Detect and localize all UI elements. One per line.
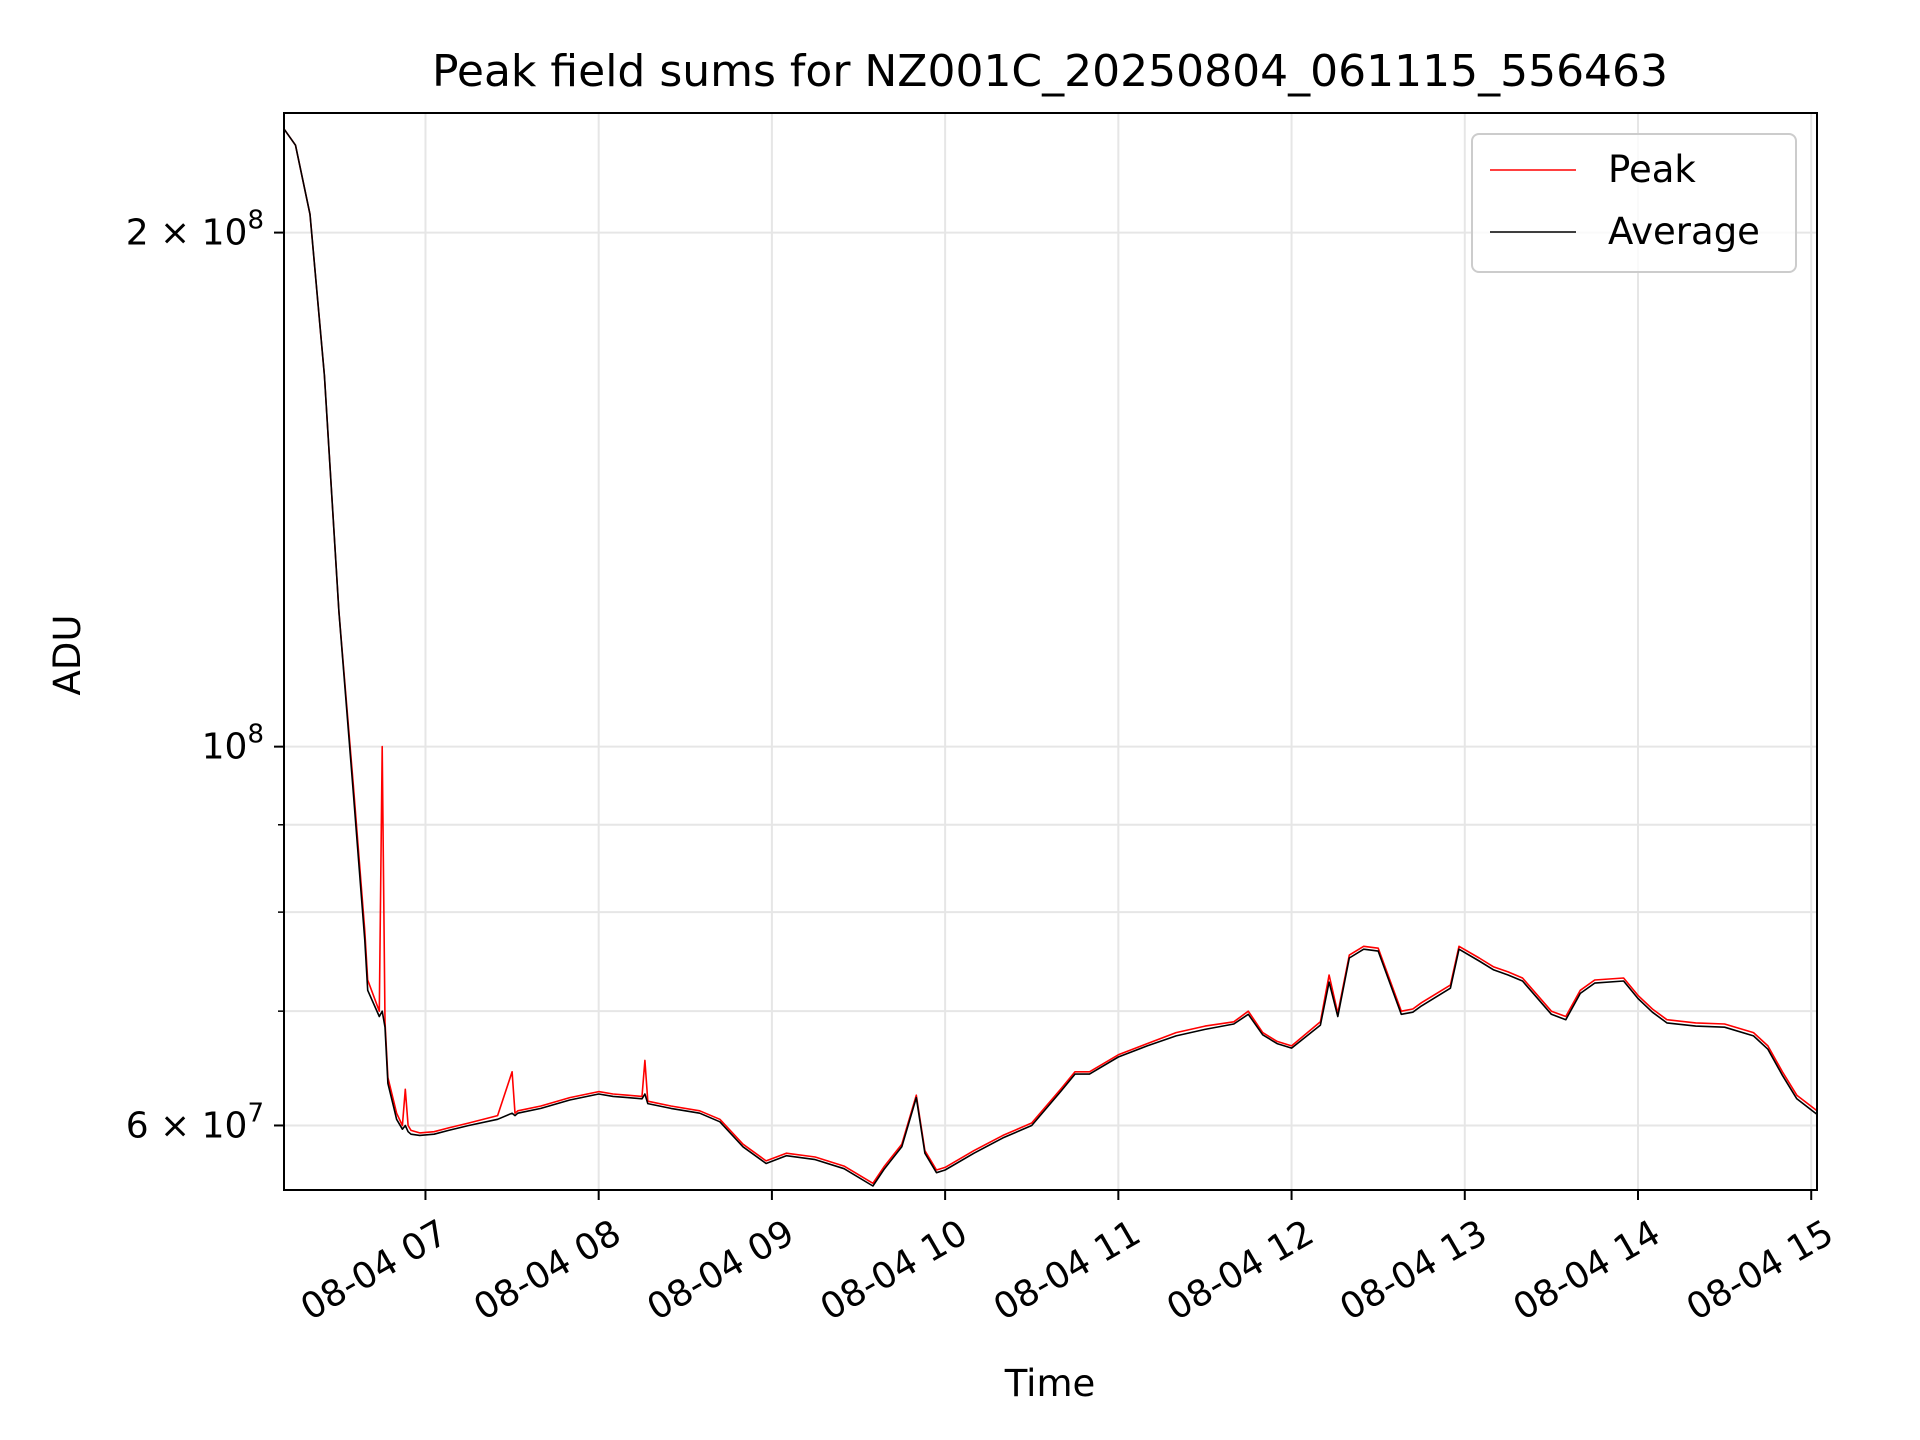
y-axis-label: ADU [46, 615, 89, 696]
y-tick-label: 6 × 107 [126, 1098, 264, 1146]
plot-lines [283, 128, 1818, 1187]
legend-label-average: Average [1608, 210, 1760, 253]
x-axis-label: Time [1004, 1362, 1096, 1405]
legend-box [1471, 133, 1797, 273]
plot-frame [283, 112, 1818, 1191]
y-tick-label: 2 × 108 [126, 206, 264, 254]
grid [284, 113, 1817, 1190]
series-line-average [283, 128, 1818, 1187]
legend-label-peak: Peak [1608, 148, 1696, 191]
chart-title: Peak field sums for NZ001C_20250804_0611… [432, 46, 1668, 97]
legend: Peak Average [1471, 133, 1797, 273]
y-tick-label: 108 [202, 720, 264, 768]
series-line-peak [283, 128, 1818, 1185]
